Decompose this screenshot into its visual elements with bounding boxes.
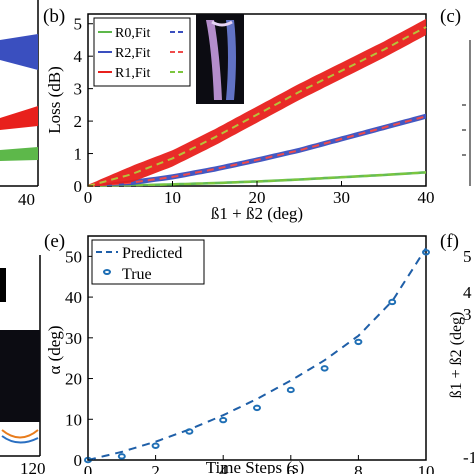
- legend-true-label: True: [122, 266, 152, 283]
- left-lower-legend-box: [0, 268, 6, 302]
- series-r2-fit-line: [87, 115, 427, 187]
- panel-e-xtick-label: 0: [84, 462, 93, 474]
- series-true-point: [151, 442, 160, 449]
- series-true-point: [388, 298, 397, 306]
- panel-f-tick-neg1: -1: [463, 448, 474, 467]
- series-r1-fit-line: [87, 26, 427, 187]
- panel-e-ytick-label: 20: [65, 370, 82, 389]
- left-green-band: [0, 147, 38, 161]
- left-lower-photo: [0, 330, 40, 422]
- panel-e-xtick-label: 6: [287, 462, 296, 474]
- panel-e-label: (e): [44, 231, 65, 252]
- device-photo: [196, 14, 244, 104]
- series-true-point: [219, 416, 228, 424]
- panel-e-ylabel: α (deg): [45, 325, 64, 374]
- legend-r0-label: R0,Fit: [115, 26, 151, 41]
- panel-b-xtick-label: 40: [418, 188, 435, 207]
- panel-e-axes: 0 2 4 6 8 10 0 10 20 30 40 50: [65, 247, 435, 474]
- panel-b-xtick-label: 20: [249, 188, 266, 207]
- series-predicted-line: [87, 247, 427, 461]
- panel-f-tick-5: 5: [463, 247, 472, 266]
- panel-e-ytick-label: 30: [65, 329, 82, 348]
- panel-c-partial: (c): [440, 6, 471, 186]
- left-tick-40: 40: [18, 190, 35, 209]
- panel-f-partial: (f) ß1 + ß2 (deg) 5 4 3 -1: [440, 231, 474, 467]
- panel-e-legend: Predicted True: [91, 239, 205, 285]
- panel-b-legend: R0,Fit R2,Fit R1,Fit: [93, 17, 191, 87]
- panel-e-legend-box: [91, 239, 205, 285]
- panel-e-frame: [87, 235, 427, 461]
- panel-b-xtick-label: 10: [164, 188, 181, 207]
- panel-b-ytick-label: 4: [74, 47, 83, 66]
- series-true-point: [286, 386, 295, 394]
- panel-b-ytick-label: 1: [74, 145, 83, 164]
- panel-f-label: (f): [440, 231, 459, 252]
- panel-e-ytick-label: 50: [65, 247, 82, 266]
- panel-b-ytick-label: 0: [74, 177, 83, 196]
- series-true-point: [185, 428, 194, 435]
- panel-e-xtick-label: 10: [418, 462, 435, 474]
- panel-b-xlabel: ß1 + ß2 (deg): [211, 204, 303, 223]
- panel-f-ylabel: ß1 + ß2 (deg): [448, 312, 465, 399]
- series-true-point: [354, 338, 363, 346]
- series-true-point: [253, 404, 261, 412]
- panel-f-tick-3: 3: [463, 305, 472, 324]
- device-photo-top-loop: [211, 20, 233, 27]
- left-lower-blue-line: [1, 435, 39, 444]
- left-tick-120: 120: [20, 459, 46, 474]
- panel-f-tick-4: 4: [463, 283, 472, 302]
- left-partial-panel: 40 120: [0, 0, 46, 474]
- panel-e-xtick-label: 8: [354, 462, 363, 474]
- panel-b-ytick-label: 5: [74, 15, 83, 34]
- panel-b-label: (b): [43, 6, 65, 27]
- device-photo-tube-right: [226, 20, 236, 100]
- legend-true-swatch: [103, 269, 111, 275]
- series-true-point: [117, 453, 126, 460]
- panel-e: (e) 0 2 4 6 8 10 0 10 20 30 40 50 Predicted True α …: [44, 231, 435, 474]
- series-true-point: [422, 249, 430, 256]
- legend-predicted-label: Predicted: [122, 245, 182, 262]
- panel-e-ytick-label: 10: [65, 410, 82, 429]
- panel-b-ytick-label: 3: [74, 80, 83, 99]
- left-blue-band: [0, 34, 38, 70]
- panel-c-tick-marks: [462, 104, 466, 156]
- device-photo-tube-left: [206, 20, 222, 100]
- panel-b: (b) 0 10 20 30 40 0 1 2 3 4 5 R0,Fit R2,Fit R1,Fit…: [43, 6, 435, 223]
- panel-b-ytick-label: 2: [74, 112, 83, 131]
- panel-e-xtick-label: 4: [219, 462, 228, 474]
- panel-e-xtick-label: 2: [151, 462, 160, 474]
- legend-r2-label: R2,Fit: [115, 46, 151, 61]
- panel-e-xlabel: Time Steps (s): [206, 458, 305, 474]
- panel-e-ytick-label: 40: [65, 288, 82, 307]
- series-true-point: [320, 365, 329, 372]
- panel-b-xtick-label: 30: [333, 188, 350, 207]
- panel-b-axes: 0 10 20 30 40 0 1 2 3 4 5: [74, 15, 435, 207]
- panel-b-xtick-label: 0: [84, 188, 93, 207]
- left-red-band: [0, 106, 38, 130]
- panel-b-ylabel: Loss (dB): [45, 66, 64, 134]
- panel-c-label: (c): [440, 6, 461, 27]
- legend-r1-label: R1,Fit: [115, 66, 151, 81]
- panel-e-ytick-label: 0: [74, 451, 83, 470]
- left-lower-orange-line: [1, 429, 39, 439]
